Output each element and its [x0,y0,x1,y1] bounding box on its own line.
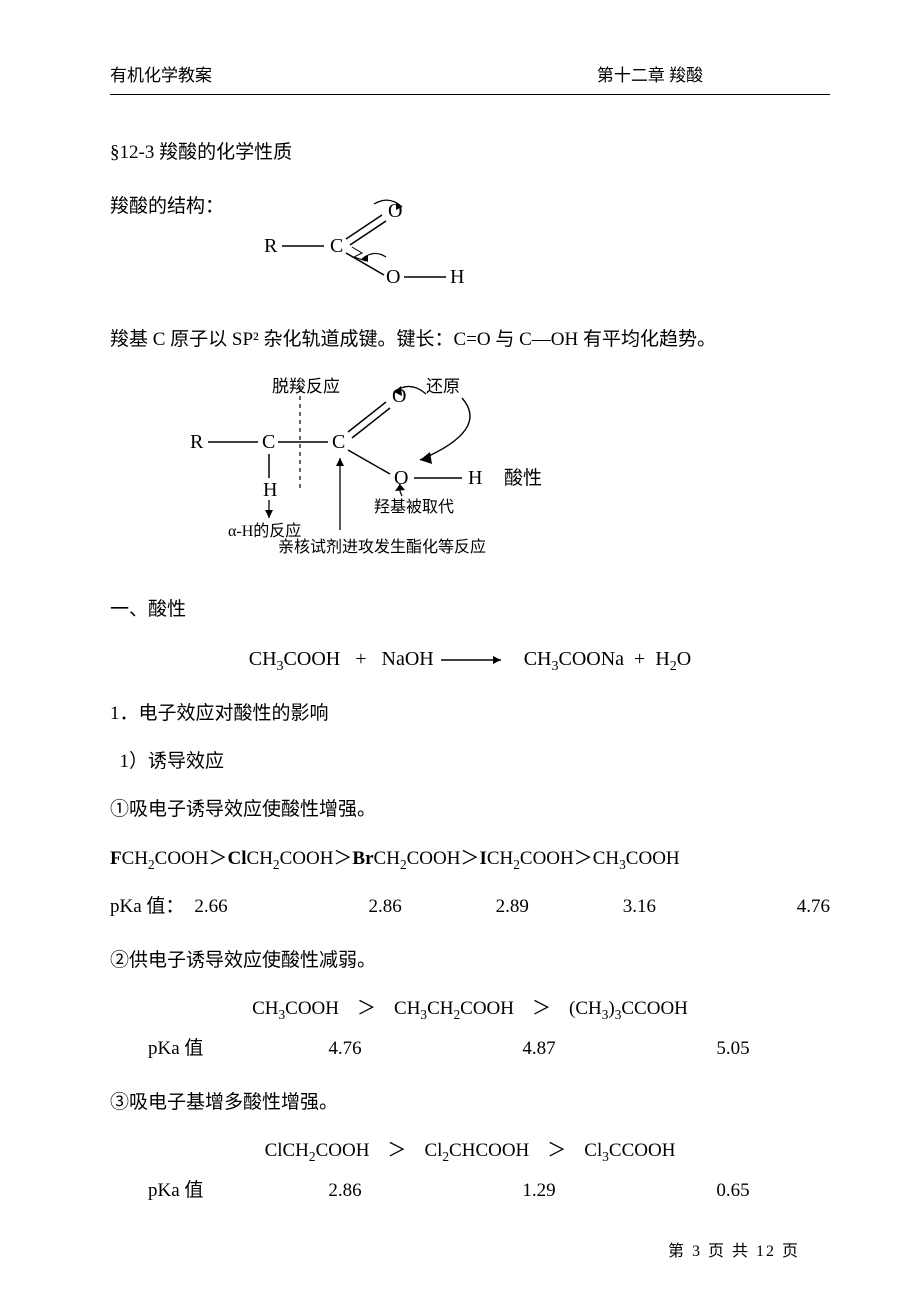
diag1-C: C [330,235,343,257]
series2-pka-2: 5.05 [636,1031,830,1067]
series1-pka-2: 2.89 [449,889,576,925]
header-left: 有机化学教案 [110,60,470,92]
section-title: §12-3 羧酸的化学性质 [110,135,830,171]
struct-label: 羧酸的结构： [110,189,224,225]
svg-text:C: C [262,431,275,453]
series1-pka-4: 4.76 [703,889,830,925]
series2-pka-row: pKa 值 4.76 4.87 5.05 [148,1031,830,1067]
svg-text:H: H [263,479,277,501]
diag1-O2: O [386,266,400,288]
series1-pka-label: pKa 值： [110,889,194,925]
page-header: 有机化学教案 第十二章 羧酸 [110,60,830,95]
series3-pka-row: pKa 值 2.86 1.29 0.65 [148,1173,830,1209]
diag1-R: R [264,235,278,257]
diag1-O1: O [388,200,402,222]
svg-text:羟基被取代: 羟基被取代 [374,498,454,516]
series1-pka-3: 3.16 [576,889,703,925]
svg-text:α-H的反应: α-H的反应 [228,521,301,540]
series3-pka-0: 2.86 [248,1173,442,1209]
heading-acidity: 一、酸性 [110,592,830,628]
svg-text:亲核试剂进攻发生酯化等反应: 亲核试剂进攻发生酯化等反应 [278,537,486,556]
series3-pka-label: pKa 值 [148,1173,248,1209]
svg-text:脱羧反应: 脱羧反应 [272,377,340,396]
electron-effect-heading: 1．电子效应对酸性的影响 [110,696,830,732]
series1-compounds: FCH2COOH＞ClCH2COOH＞BrCH2COOH＞ICH2COOH＞CH… [110,841,830,877]
series2-compounds: CH3COOH ＞ CH3CH2COOH ＞ (CH3)3CCOOH [110,991,830,1027]
series2-pka-0: 4.76 [248,1031,442,1067]
arrow-icon [439,653,509,667]
header-mid: 第十二章 羧酸 [470,60,830,92]
series1-pka-1: 2.86 [322,889,449,925]
series2-pka-1: 4.87 [442,1031,636,1067]
svg-text:R: R [190,431,204,453]
svg-text:还原: 还原 [426,377,460,396]
point-1: ①吸电子诱导效应使酸性增强。 [110,792,830,828]
series2-pka-label: pKa 值 [148,1031,248,1067]
series3-pka-1: 1.29 [442,1173,636,1209]
series3-pka-2: 0.65 [636,1173,830,1209]
point-3: ③吸电子基增多酸性增强。 [110,1085,830,1121]
series3-compounds: ClCH2COOH ＞ Cl2CHCOOH ＞ Cl3CCOOH [110,1133,830,1169]
page: 有机化学教案 第十二章 羧酸 §12-3 羧酸的化学性质 羧酸的结构： R C … [0,0,920,1308]
sp2-note: 羧基 C 原子以 SP² 杂化轨道成键。键长：C=O 与 C—OH 有平均化趋势… [110,322,830,358]
series1-pka-0: 2.66 [194,889,321,925]
svg-text:酸性: 酸性 [504,467,542,489]
inductive-effect-heading: 1）诱导效应 [120,744,831,780]
svg-text:C: C [332,431,345,453]
series1-pka-row: pKa 值： 2.66 2.86 2.89 3.16 4.76 [110,889,830,925]
point-2: ②供电子诱导效应使酸性减弱。 [110,943,830,979]
page-footer: 第 3 页 共 12 页 [110,1237,830,1267]
struct-diagram-1: R C O O H [254,197,504,292]
diag1-H: H [450,266,464,288]
struct-diagram-2: R C H C O O H 脱羧反应 还原 [170,370,830,573]
svg-text:H: H [468,467,482,489]
acid-equation: CH3COOH + NaOH CH3COONa + H2O [110,640,830,681]
